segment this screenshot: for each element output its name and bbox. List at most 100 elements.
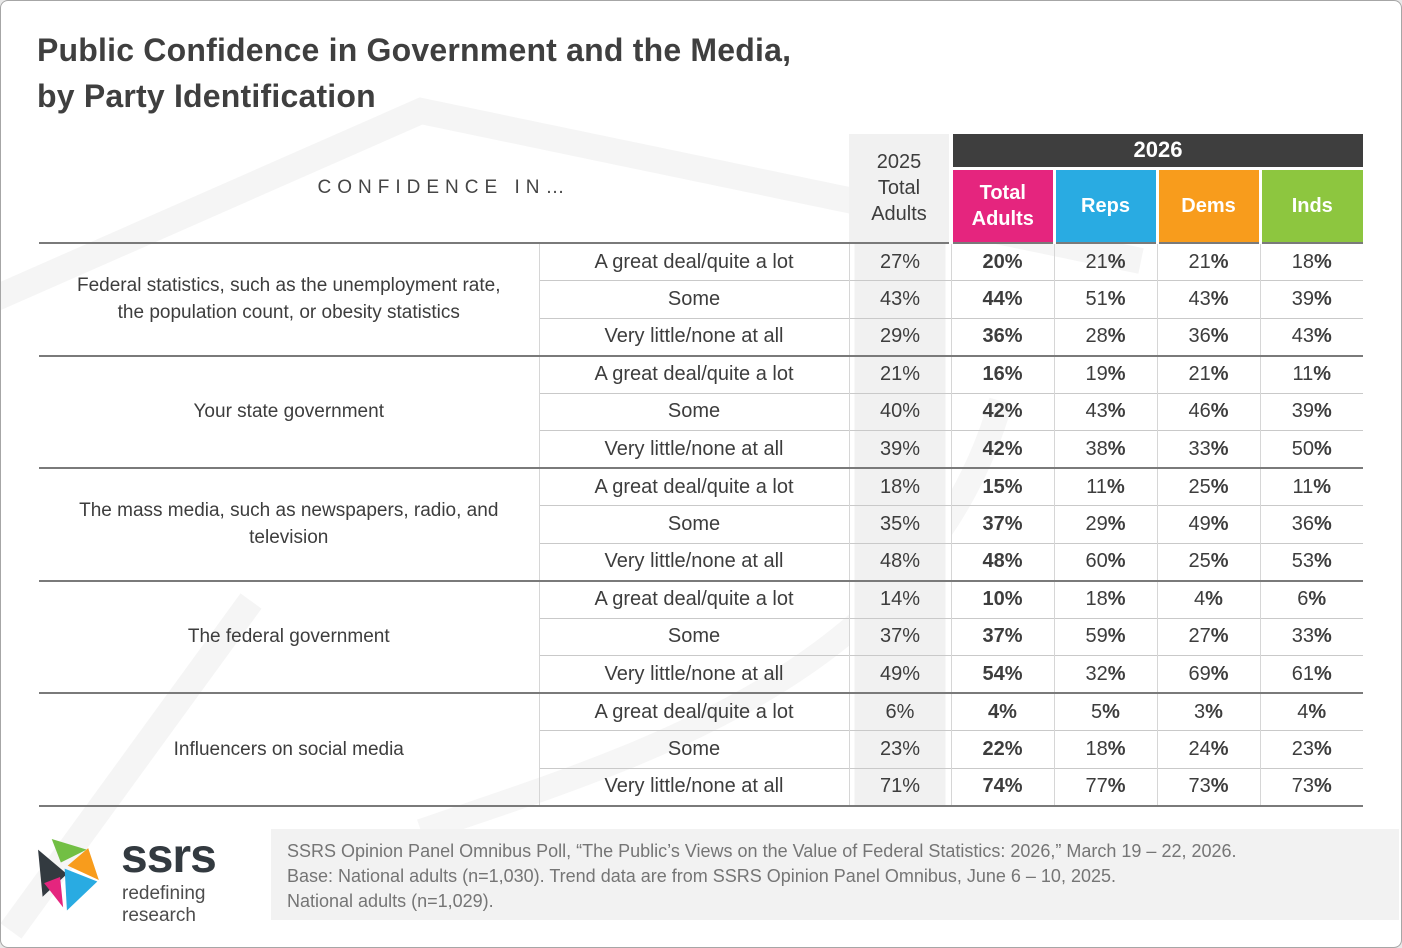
value-2026-total-adults: 16% — [951, 354, 1055, 393]
value-2025-total-adults: 23% — [849, 730, 952, 768]
value-2026-reps: 32% — [1054, 655, 1158, 693]
value-2026-total-adults: 74% — [951, 767, 1055, 806]
response-label-cell: Some — [539, 505, 850, 543]
value-2026-dems: 4% — [1157, 579, 1261, 618]
value-2026-total-adults: 54% — [951, 655, 1055, 693]
value-2025-total-adults: 14% — [849, 579, 952, 618]
page-title-line-2: by Party Identification — [37, 78, 376, 114]
response-label-cell: Some — [539, 617, 850, 656]
value-2026-dems: 24% — [1157, 730, 1261, 768]
response-label-cell: A great deal/quite a lot — [539, 354, 850, 393]
category-cell: The mass media, such as newspapers, radi… — [39, 467, 540, 581]
source-line-1: SSRS Opinion Panel Omnibus Poll, “The Pu… — [287, 841, 1237, 861]
value-2026-dems: 43% — [1157, 280, 1261, 318]
table-header: CONFIDENCE IN… 2025 Total Adults 2026 To… — [39, 134, 1364, 243]
value-2025-total-adults: 48% — [849, 542, 952, 581]
value-2026-total-adults: 20% — [951, 242, 1055, 281]
value-2026-inds: 39% — [1260, 280, 1364, 318]
value-2026-dems: 49% — [1157, 505, 1261, 543]
value-2026-dems: 21% — [1157, 242, 1261, 281]
value-2026-reps: 19% — [1054, 354, 1158, 393]
value-2026-inds: 43% — [1260, 317, 1364, 356]
value-2026-inds: 4% — [1260, 692, 1364, 731]
value-2026-reps: 77% — [1054, 767, 1158, 806]
value-2026-total-adults: 15% — [951, 467, 1055, 506]
value-2026-reps: 60% — [1054, 542, 1158, 581]
column-header-2026-total-adults: Total Adults — [949, 168, 1054, 243]
value-2026-total-adults: 36% — [951, 317, 1055, 356]
value-2026-reps: 5% — [1054, 692, 1158, 731]
value-2025-total-adults: 40% — [849, 392, 952, 431]
ssrs-logo: ssrs redefining research — [35, 830, 261, 926]
value-2026-dems: 33% — [1157, 430, 1261, 468]
value-2025-total-adults: 49% — [849, 655, 952, 693]
value-2026-reps: 51% — [1054, 280, 1158, 318]
value-2025-total-adults: 21% — [849, 354, 952, 393]
category-cell: Federal statistics, such as the unemploy… — [39, 242, 540, 356]
category-cell: The federal government — [39, 579, 540, 693]
source-note: SSRS Opinion Panel Omnibus Poll, “The Pu… — [271, 829, 1399, 920]
page-title-line-1: Public Confidence in Government and the … — [37, 32, 792, 68]
response-label-cell: Very little/none at all — [539, 542, 850, 581]
value-2026-total-adults: 37% — [951, 617, 1055, 656]
table-row: Your state government A great deal/quite … — [39, 354, 1364, 468]
response-label-cell: A great deal/quite a lot — [539, 692, 850, 731]
value-2026-total-adults: 37% — [951, 505, 1055, 543]
value-2026-inds: 61% — [1260, 655, 1364, 693]
value-2026-inds: 11% — [1260, 354, 1364, 393]
column-header-reps: Reps — [1052, 168, 1157, 243]
value-2026-dems: 25% — [1157, 542, 1261, 581]
value-2026-inds: 39% — [1260, 392, 1364, 431]
value-2026-inds: 33% — [1260, 617, 1364, 656]
value-2026-inds: 11% — [1260, 467, 1364, 506]
column-header-dems: Dems — [1155, 168, 1260, 243]
value-2025-total-adults: 18% — [849, 467, 952, 506]
value-2026-total-adults: 42% — [951, 430, 1055, 468]
value-2026-dems: 21% — [1157, 354, 1261, 393]
table-row: The mass media, such as newspapers, radi… — [39, 467, 1364, 581]
value-2026-dems: 73% — [1157, 767, 1261, 806]
category-cell: Influencers on social media — [39, 692, 540, 806]
value-2026-inds: 18% — [1260, 242, 1364, 281]
ssrs-logo-tagline: redefining research — [122, 883, 206, 926]
response-label-cell: Some — [539, 730, 850, 768]
value-2025-total-adults: 43% — [849, 280, 952, 318]
value-2026-inds: 6% — [1260, 579, 1364, 618]
category-cell: Your state government — [39, 354, 540, 468]
value-2026-reps: 38% — [1054, 430, 1158, 468]
value-2026-dems: 27% — [1157, 617, 1261, 656]
value-2026-reps: 11% — [1054, 467, 1158, 506]
value-2026-total-adults: 42% — [951, 392, 1055, 431]
ssrs-pinwheel-icon — [38, 839, 99, 911]
value-2026-dems: 36% — [1157, 317, 1261, 356]
value-2026-reps: 18% — [1054, 579, 1158, 618]
table-row: The federal government A great deal/quite… — [39, 579, 1364, 693]
value-2026-reps: 28% — [1054, 317, 1158, 356]
value-2026-inds: 23% — [1260, 730, 1364, 768]
response-label-cell: Some — [539, 280, 850, 318]
value-2025-total-adults: 6% — [849, 692, 952, 731]
page-title: Public Confidence in Government and the … — [37, 27, 791, 119]
value-2025-total-adults: 27% — [849, 242, 952, 281]
response-label-cell: A great deal/quite a lot — [539, 242, 850, 281]
value-2025-total-adults: 35% — [849, 505, 952, 543]
response-label-cell: Some — [539, 392, 850, 431]
response-label-cell: Very little/none at all — [539, 317, 850, 356]
column-header-2026: 2026 — [948, 134, 1364, 170]
value-2026-total-adults: 4% — [951, 692, 1055, 731]
value-2026-dems: 69% — [1157, 655, 1261, 693]
value-2026-inds: 53% — [1260, 542, 1364, 581]
value-2026-total-adults: 22% — [951, 730, 1055, 768]
value-2026-reps: 29% — [1054, 505, 1158, 543]
column-header-2025-total-adults: 2025 Total Adults — [849, 134, 951, 243]
response-label-cell: A great deal/quite a lot — [539, 579, 850, 618]
confidence-table: CONFIDENCE IN… 2025 Total Adults 2026 To… — [39, 134, 1364, 807]
value-2026-reps: 21% — [1054, 242, 1158, 281]
confidence-in-header: CONFIDENCE IN… — [317, 177, 571, 198]
response-label-cell: A great deal/quite a lot — [539, 467, 850, 506]
value-2026-reps: 43% — [1054, 392, 1158, 431]
source-line-2: Base: National adults (n=1,030). Trend d… — [287, 866, 1116, 886]
column-header-inds: Inds — [1258, 168, 1364, 243]
value-2026-dems: 3% — [1157, 692, 1261, 731]
